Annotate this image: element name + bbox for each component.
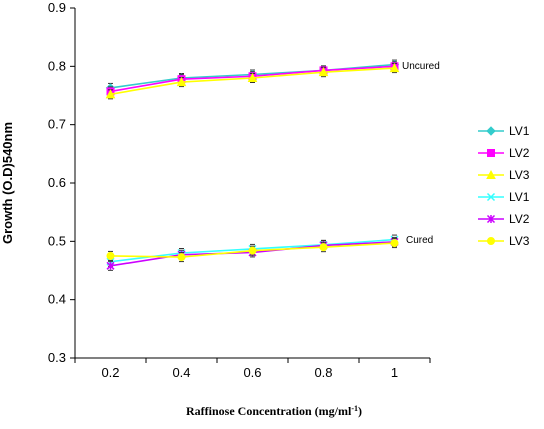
y-tick-label: 0.7 bbox=[48, 117, 66, 132]
y-tick-label: 0.8 bbox=[48, 58, 66, 73]
legend-label: LV1 bbox=[509, 190, 530, 204]
x-tick-label: 0.6 bbox=[243, 365, 261, 380]
legend-label: LV3 bbox=[509, 234, 530, 248]
y-tick-label: 0.5 bbox=[48, 233, 66, 248]
legend-label: LV1 bbox=[509, 124, 530, 138]
x-axis-label-end: ) bbox=[358, 404, 362, 418]
x-axis-label: Raffinose Concentration (mg/ml-1) bbox=[186, 404, 362, 418]
x-tick-label: 1 bbox=[391, 365, 398, 380]
legend-label: LV3 bbox=[509, 168, 530, 182]
data-point-marker bbox=[105, 89, 116, 99]
data-point-marker bbox=[176, 77, 187, 87]
plot-area bbox=[74, 8, 430, 359]
legend-swatch-marker bbox=[486, 192, 496, 202]
data-point-marker bbox=[177, 253, 186, 262]
y-tick-label: 0.4 bbox=[48, 292, 66, 307]
data-point-marker bbox=[390, 239, 399, 248]
legend-swatch-marker bbox=[487, 149, 495, 157]
data-point-marker bbox=[319, 243, 328, 252]
legend-item: LV2 bbox=[478, 146, 530, 160]
legend-label: LV2 bbox=[509, 212, 530, 226]
legend-item: LV1 bbox=[478, 190, 530, 204]
legend-swatch-marker bbox=[486, 214, 496, 224]
y-tick-label: 0.6 bbox=[48, 175, 66, 190]
x-tick-label: 0.2 bbox=[101, 365, 119, 380]
legend: LV1 LV2 LV3 LV1 LV2 LV3 bbox=[478, 124, 530, 248]
legend-item: LV3 bbox=[478, 234, 530, 248]
legend-swatch-marker bbox=[486, 169, 496, 179]
data-point-marker bbox=[247, 72, 258, 82]
legend-swatch-marker bbox=[486, 126, 496, 136]
data-point-marker bbox=[106, 261, 115, 270]
cured-annotation: Cured bbox=[406, 235, 433, 246]
legend-swatch-marker bbox=[487, 237, 495, 245]
legend-item: LV2 bbox=[478, 212, 530, 226]
legend-item: LV3 bbox=[478, 168, 530, 182]
y-axis-label: Growth (O.D)540nm bbox=[0, 122, 15, 244]
data-point-marker bbox=[318, 67, 329, 77]
y-ticks: 0.3 0.4 0.5 0.6 0.7 0.8 0.9 bbox=[48, 0, 75, 365]
y-tick-label: 0.3 bbox=[48, 350, 66, 365]
x-ticks: 0.2 0.4 0.6 0.8 1 bbox=[74, 358, 431, 380]
data-point-marker bbox=[389, 63, 400, 73]
x-tick-label: 0.4 bbox=[172, 365, 190, 380]
series-uncured-lv3 bbox=[105, 63, 400, 100]
y-tick-label: 0.9 bbox=[48, 0, 66, 15]
x-tick-label: 0.8 bbox=[314, 365, 332, 380]
x-axis-label-sup: -1 bbox=[351, 404, 358, 413]
series-cured-lv3 bbox=[106, 238, 399, 263]
legend-item: LV1 bbox=[478, 124, 530, 138]
data-point-marker bbox=[106, 251, 115, 260]
legend-label: LV2 bbox=[509, 146, 530, 160]
series-layer bbox=[105, 59, 400, 271]
data-point-marker bbox=[248, 246, 257, 255]
uncured-annotation: Uncured bbox=[402, 61, 440, 72]
x-axis-label-main: Raffinose Concentration (mg/ml bbox=[186, 404, 352, 418]
